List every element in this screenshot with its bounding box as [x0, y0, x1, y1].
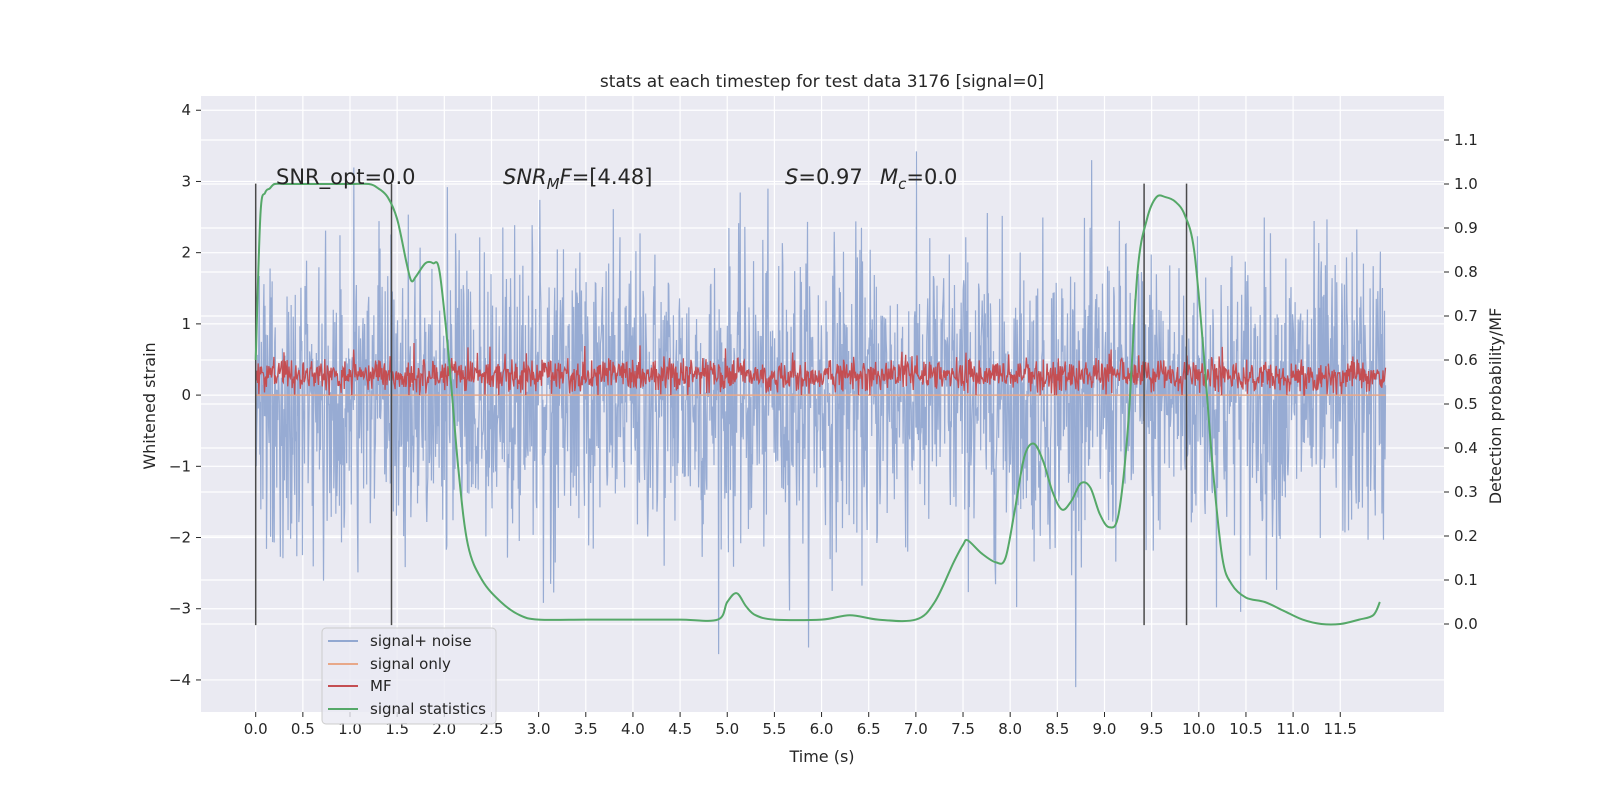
y-left-tick-label: 0 [181, 386, 191, 404]
legend-box [321, 627, 497, 725]
x-tick-label: 10.0 [1182, 720, 1215, 738]
series-signal-noise-line [255, 151, 1387, 688]
legend-label-signal-noise: signal+ noise [370, 632, 472, 650]
x-tick-label: 6.5 [857, 720, 881, 738]
x-tick-label: 7.5 [951, 720, 975, 738]
y-left-tick-label: −3 [169, 600, 191, 618]
y-left-tick-label: −4 [169, 671, 191, 689]
snr-opt-label: SNR_opt=0.0 [276, 165, 416, 190]
x-tick-label: 9.5 [1140, 720, 1164, 738]
s-value: 0.97 [816, 165, 863, 189]
y-left-tick-label: 3 [181, 172, 191, 190]
x-tick-label: 9.0 [1093, 720, 1117, 738]
x-tick-label: 6.0 [810, 720, 834, 738]
legend-entry-signal-only: signal only [328, 655, 451, 673]
x-tick-label: 0.0 [244, 720, 268, 738]
y-right-tick-label: 0.7 [1454, 307, 1478, 325]
y-right-tick-label: 0.5 [1454, 395, 1478, 413]
x-tick-label: 4.5 [668, 720, 692, 738]
y-left-tick-label: −2 [169, 529, 191, 547]
legend: signal+ noise signal only MF signal stat… [321, 627, 497, 725]
y-axis-right-label: Detection probability/MF [1486, 308, 1505, 505]
y-right-tick-label: 1.0 [1454, 175, 1478, 193]
y-axis-left-label: Whitened strain [140, 342, 159, 469]
legend-label-signal-only: signal only [370, 655, 451, 673]
series-signal-statistics-line [254, 182, 1381, 626]
x-tick-label: 5.0 [715, 720, 739, 738]
axis-layer: 0.0 0.5 1.0 1.5 2.0 2.5 3.0 3.5 4.0 4.5 5.0 5.5 6.0 6… [169, 101, 1478, 738]
y-right-tick-label: 0.0 [1454, 615, 1478, 633]
snr-mf-value: [4.48] [589, 165, 652, 189]
x-tick-label: 11.0 [1276, 720, 1309, 738]
legend-label-mf: MF [370, 677, 392, 695]
y-right-tick-label: 0.9 [1454, 219, 1478, 237]
data-layer [254, 151, 1387, 688]
annotation-snr-mf: SNRMF=[4.48] [503, 165, 652, 193]
mc-text: Mc=0.0 [880, 165, 957, 193]
y-right-tick-label: 0.4 [1454, 439, 1478, 457]
snr-mf-text: SNRMF=[4.48] [503, 165, 652, 193]
y-left-tick-label: 2 [181, 244, 191, 262]
x-tick-label: 0.5 [291, 720, 315, 738]
x-tick-label: 3.0 [527, 720, 551, 738]
y-right-tick-label: 0.6 [1454, 351, 1478, 369]
x-tick-label: 11.5 [1324, 720, 1357, 738]
chart-title: stats at each timestep for test data 317… [600, 72, 1044, 92]
y-right-tick-label: 0.2 [1454, 527, 1478, 545]
x-axis-label: Time (s) [788, 747, 854, 766]
y-right-tick-label: 0.8 [1454, 263, 1478, 281]
y-left-tick-label: 1 [181, 315, 191, 333]
x-tick-label: 7.0 [904, 720, 928, 738]
grid-layer [201, 96, 1444, 712]
y-right-tick-label: 1.1 [1454, 131, 1478, 149]
s-text: S=0.97 [785, 165, 863, 189]
annotation-snr-opt: SNR_opt=0.0 [276, 165, 416, 190]
series-mf-line [255, 343, 1387, 396]
legend-entry-signal-noise: signal+ noise [328, 632, 472, 650]
x-tick-label: 4.0 [621, 720, 645, 738]
x-tick-label: 5.5 [762, 720, 786, 738]
y-left-tick-label: 4 [181, 101, 191, 119]
x-tick-label: 8.0 [998, 720, 1022, 738]
annotation-mc: Mc=0.0 [880, 165, 957, 193]
legend-label-signal-statistics: signal statistics [370, 700, 486, 718]
legend-entry-mf: MF [328, 677, 392, 695]
x-tick-label: 8.5 [1045, 720, 1069, 738]
y-right-tick-label: 0.1 [1454, 571, 1478, 589]
y-left-tick-label: −1 [169, 457, 191, 475]
legend-entry-signal-statistics: signal statistics [328, 700, 486, 718]
x-tick-label: 10.5 [1229, 720, 1262, 738]
mc-value: 0.0 [924, 165, 957, 189]
x-tick-label: 3.5 [574, 720, 598, 738]
annotation-s: S=0.97 [785, 165, 863, 189]
y-right-tick-label: 0.3 [1454, 483, 1478, 501]
